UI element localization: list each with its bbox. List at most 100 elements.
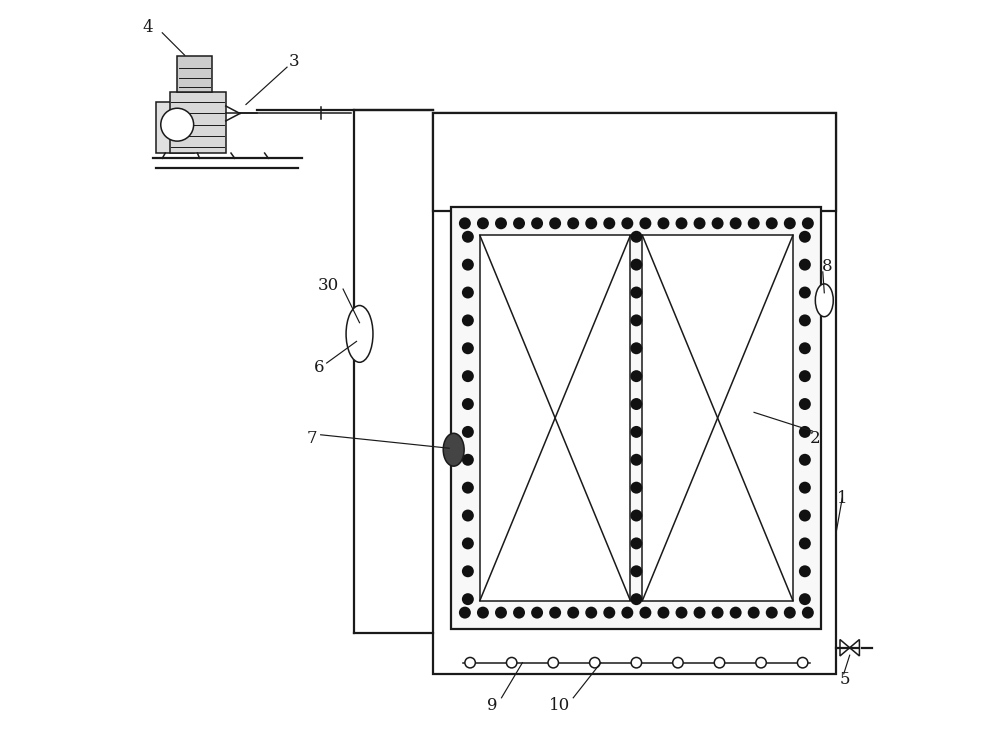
- Bar: [433, 113, 836, 211]
- Circle shape: [459, 217, 471, 229]
- Circle shape: [799, 342, 811, 354]
- Circle shape: [462, 426, 474, 438]
- Bar: [156, 102, 194, 153]
- Text: 2: 2: [810, 430, 821, 447]
- Circle shape: [477, 607, 489, 619]
- Circle shape: [630, 482, 642, 494]
- Circle shape: [531, 217, 543, 229]
- Circle shape: [630, 593, 642, 605]
- Circle shape: [462, 259, 474, 271]
- Circle shape: [802, 607, 814, 619]
- Text: 5: 5: [840, 671, 850, 688]
- Circle shape: [462, 454, 474, 466]
- Circle shape: [712, 217, 724, 229]
- Circle shape: [161, 108, 194, 141]
- Circle shape: [676, 217, 687, 229]
- Circle shape: [621, 217, 633, 229]
- Circle shape: [462, 370, 474, 382]
- Text: 8: 8: [822, 258, 833, 275]
- Circle shape: [506, 658, 517, 668]
- Bar: [433, 113, 836, 674]
- Circle shape: [756, 658, 766, 668]
- Circle shape: [784, 607, 796, 619]
- Circle shape: [585, 607, 597, 619]
- Bar: [451, 207, 821, 629]
- Circle shape: [630, 509, 642, 521]
- Circle shape: [462, 482, 474, 494]
- Circle shape: [513, 607, 525, 619]
- Circle shape: [548, 658, 558, 668]
- Circle shape: [531, 607, 543, 619]
- Circle shape: [462, 593, 474, 605]
- Circle shape: [748, 217, 760, 229]
- Circle shape: [549, 217, 561, 229]
- Circle shape: [630, 342, 642, 354]
- Circle shape: [799, 454, 811, 466]
- Circle shape: [477, 217, 489, 229]
- Circle shape: [630, 538, 642, 550]
- Text: 9: 9: [487, 697, 498, 714]
- Circle shape: [784, 217, 796, 229]
- Bar: [480, 236, 630, 601]
- Circle shape: [603, 607, 615, 619]
- Circle shape: [459, 607, 471, 619]
- Text: 6: 6: [314, 359, 324, 376]
- Circle shape: [730, 607, 742, 619]
- Ellipse shape: [346, 305, 373, 362]
- Ellipse shape: [815, 284, 833, 316]
- Text: 4: 4: [142, 19, 153, 36]
- Circle shape: [799, 259, 811, 271]
- Circle shape: [630, 566, 642, 578]
- Polygon shape: [840, 640, 850, 656]
- Circle shape: [676, 607, 687, 619]
- Circle shape: [799, 482, 811, 494]
- Circle shape: [797, 658, 808, 668]
- Circle shape: [712, 607, 724, 619]
- Circle shape: [462, 231, 474, 243]
- Text: 1: 1: [837, 490, 848, 507]
- Circle shape: [802, 217, 814, 229]
- Circle shape: [748, 607, 760, 619]
- Circle shape: [657, 217, 669, 229]
- Text: 10: 10: [549, 697, 570, 714]
- Circle shape: [567, 607, 579, 619]
- Circle shape: [630, 314, 642, 326]
- Circle shape: [657, 607, 669, 619]
- Circle shape: [630, 398, 642, 410]
- Circle shape: [495, 217, 507, 229]
- Text: 3: 3: [289, 53, 300, 70]
- Circle shape: [694, 607, 706, 619]
- Circle shape: [462, 509, 474, 521]
- Circle shape: [799, 286, 811, 298]
- Circle shape: [462, 398, 474, 410]
- Bar: [177, 56, 212, 92]
- Ellipse shape: [443, 433, 464, 466]
- Circle shape: [799, 566, 811, 578]
- Circle shape: [639, 607, 651, 619]
- Circle shape: [631, 658, 642, 668]
- Circle shape: [799, 426, 811, 438]
- Circle shape: [714, 658, 725, 668]
- Circle shape: [766, 607, 778, 619]
- Bar: [170, 92, 226, 153]
- Circle shape: [730, 217, 742, 229]
- Circle shape: [513, 217, 525, 229]
- Circle shape: [603, 217, 615, 229]
- Circle shape: [462, 286, 474, 298]
- Circle shape: [462, 314, 474, 326]
- Circle shape: [567, 217, 579, 229]
- Circle shape: [630, 286, 642, 298]
- Circle shape: [694, 217, 706, 229]
- Text: 7: 7: [306, 430, 317, 447]
- Circle shape: [585, 217, 597, 229]
- Circle shape: [465, 658, 475, 668]
- Circle shape: [630, 231, 642, 243]
- Circle shape: [590, 658, 600, 668]
- Circle shape: [639, 217, 651, 229]
- Circle shape: [462, 538, 474, 550]
- Polygon shape: [850, 640, 859, 656]
- Circle shape: [799, 314, 811, 326]
- Circle shape: [462, 566, 474, 578]
- Circle shape: [766, 217, 778, 229]
- Text: 30: 30: [318, 277, 339, 294]
